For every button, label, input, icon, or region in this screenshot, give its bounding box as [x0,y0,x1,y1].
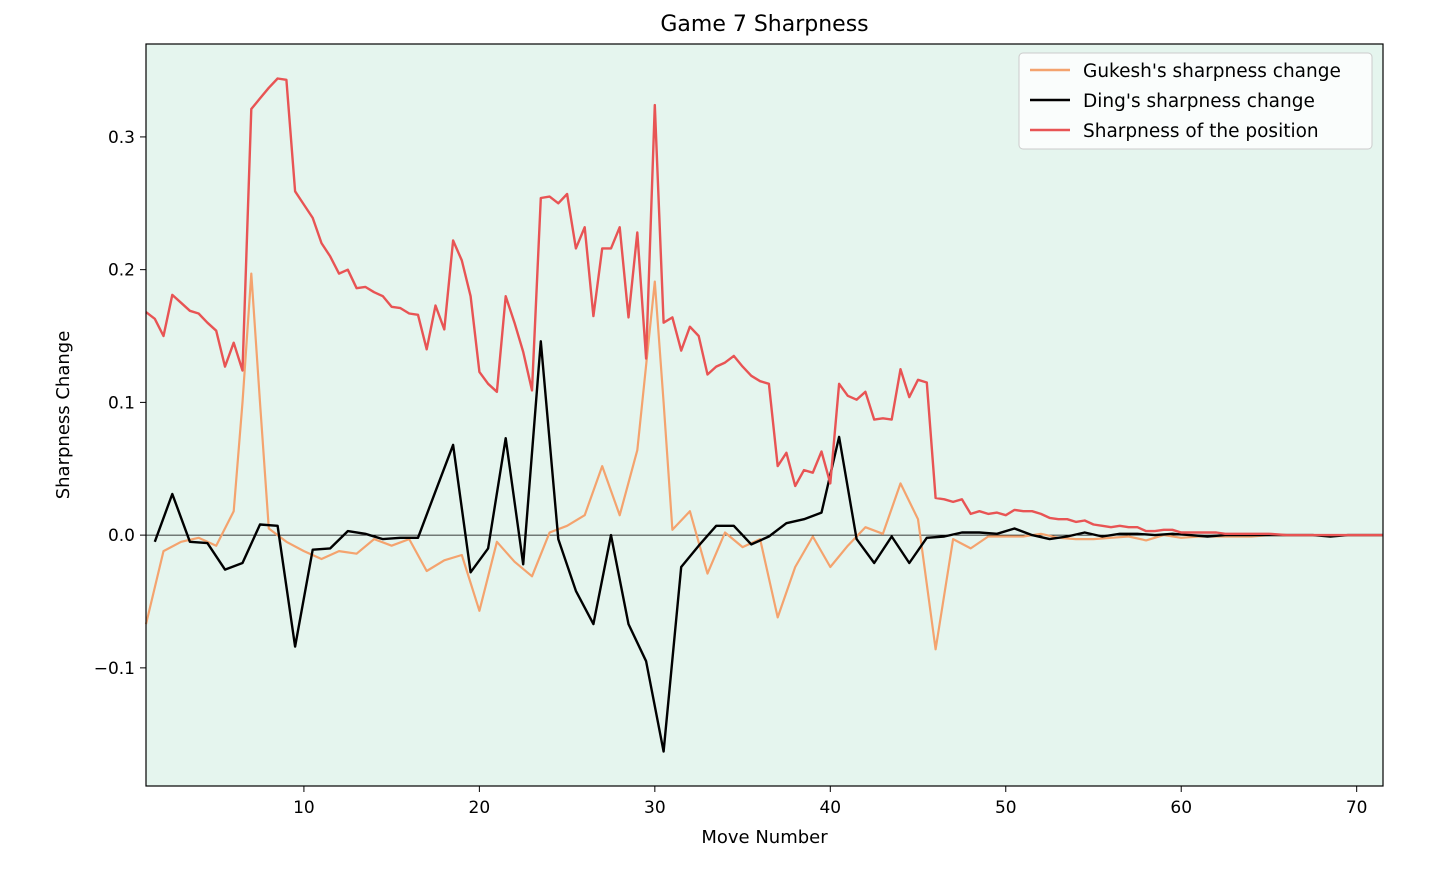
x-tick-label: 40 [819,798,841,818]
y-tick-label: 0.3 [108,128,135,148]
legend: Gukesh's sharpness change Ding's sharpnes… [1018,52,1373,150]
legend-label-3: Sharpness of the position [1083,121,1319,142]
series-line-3 [145,77,1383,537]
plot-frame [145,43,1384,787]
y-tick-label: −0.1 [94,659,135,679]
series-line-2 [153,340,1383,753]
x-tick-label: 50 [995,798,1017,818]
y-tick-label: 0.1 [108,393,135,413]
x-tick-label: 70 [1346,798,1368,818]
y-axis-label: Sharpness Change [53,331,74,500]
chart-title: Game 7 Sharpness [660,12,868,37]
x-tick-label: 60 [1170,798,1192,818]
x-axis-label: Move Number [701,827,828,848]
x-tick-label: 20 [469,798,491,818]
y-tick-label: 0.0 [108,526,135,546]
legend-box [1018,52,1373,150]
series-line-1 [144,272,1383,651]
legend-label-1: Gukesh's sharpness change [1083,61,1341,82]
x-tick-label: 10 [293,798,315,818]
legend-label-2: Ding's sharpness change [1083,91,1315,112]
plot-area [146,44,1383,786]
y-tick-label: 0.2 [108,261,135,281]
x-tick-label: 30 [644,798,666,818]
